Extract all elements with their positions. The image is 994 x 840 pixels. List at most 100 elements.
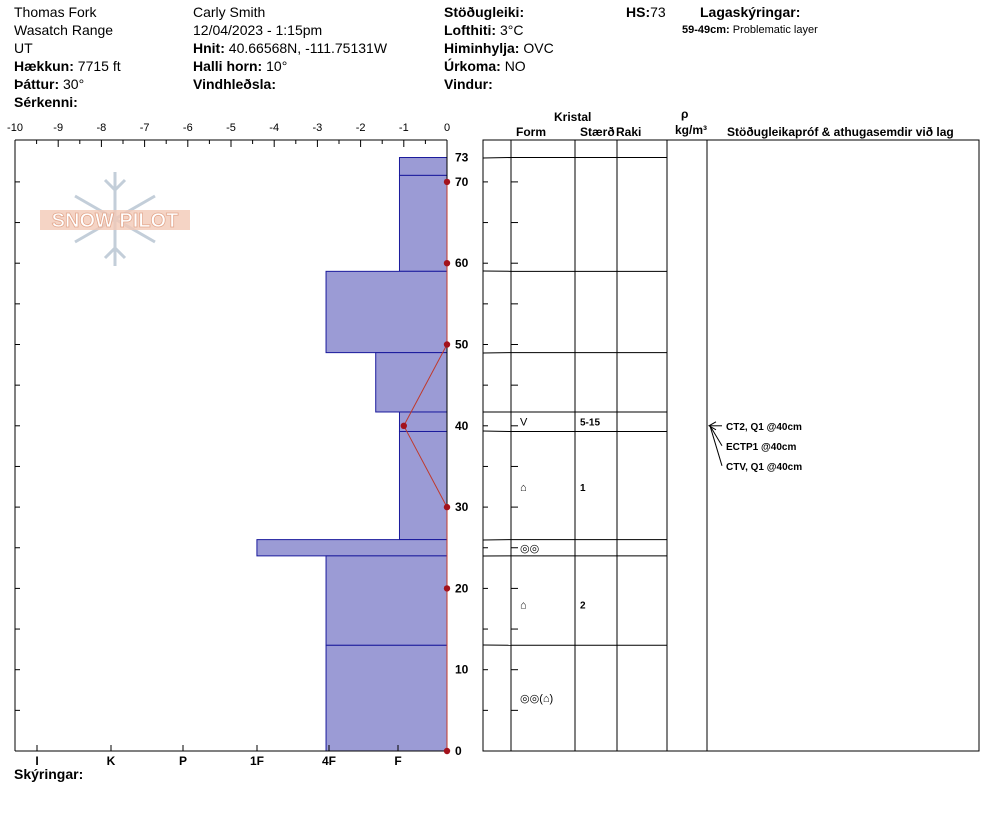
arrow-icon bbox=[707, 421, 717, 431]
elevation-value: 7715 ft bbox=[77, 58, 121, 74]
size-header: Stærð bbox=[580, 125, 615, 139]
mountain-range: Wasatch Range bbox=[14, 22, 114, 38]
test-pointer bbox=[709, 425, 723, 466]
test-pointer bbox=[709, 425, 723, 447]
depth-label: 50 bbox=[455, 338, 469, 352]
sky-label: Himinhylja: bbox=[444, 40, 520, 56]
aspect: Þáttur: 30° bbox=[14, 76, 84, 93]
temperature-point bbox=[443, 503, 451, 511]
hardness-bar bbox=[325, 644, 448, 752]
form-header: Form bbox=[516, 125, 546, 139]
temp-tick-label: -5 bbox=[226, 122, 236, 134]
temperature-point bbox=[400, 422, 407, 429]
density-symbol: ρ bbox=[681, 107, 689, 121]
temp-tick-label: -3 bbox=[313, 122, 323, 134]
stability-label: Stöðugleiki: bbox=[444, 4, 525, 20]
crystal-header: Kristal bbox=[554, 110, 592, 124]
temp-tick-label: -10 bbox=[7, 122, 23, 134]
stability-test: ECTP1 @40cm bbox=[726, 442, 796, 453]
layer-notes-label: Lagaskýringar: bbox=[700, 4, 801, 20]
hardness-bar bbox=[325, 270, 448, 354]
hardness-bar bbox=[398, 430, 448, 541]
hardness-label: P bbox=[179, 754, 187, 768]
hardness-bar bbox=[398, 174, 448, 272]
features-label: Sérkenni: bbox=[14, 94, 78, 110]
moisture-header: Raki bbox=[616, 125, 642, 139]
depth-label: 30 bbox=[455, 500, 469, 514]
hardness-label: K bbox=[107, 754, 116, 768]
wind-label: Vindur: bbox=[444, 76, 493, 92]
temp-tick-label: -4 bbox=[269, 122, 279, 134]
precipitation: Úrkoma: NO bbox=[444, 58, 526, 75]
airtemp-label: Lofthiti: bbox=[444, 22, 497, 38]
grain-size: 2 bbox=[580, 601, 586, 612]
layer-note: 59-49cm: Problematic layer bbox=[682, 24, 818, 37]
elevation: Hækkun: 7715 ft bbox=[14, 58, 121, 75]
wind-loading-label: Vindhleðsla: bbox=[193, 76, 276, 92]
temp-tick-label: -8 bbox=[97, 122, 107, 134]
airtemp-value: 3°C bbox=[499, 22, 524, 38]
hardness-label: 1F bbox=[250, 754, 264, 768]
sky-value: OVC bbox=[523, 40, 554, 56]
hardness-bar bbox=[375, 352, 448, 413]
grain-size: 1 bbox=[580, 483, 586, 494]
hardness-label: 4F bbox=[322, 754, 336, 768]
stability: Stöðugleiki: bbox=[444, 4, 524, 21]
precip-label: Úrkoma: bbox=[444, 58, 501, 74]
features: Sérkenni: bbox=[14, 94, 78, 111]
grain-size: 5-15 bbox=[580, 418, 600, 429]
hs-value: 73 bbox=[650, 4, 666, 20]
grain-form-icon: ⌂ bbox=[520, 482, 527, 494]
datetime: 12/04/2023 - 1:15pm bbox=[193, 22, 323, 38]
watermark-text: SNOW PILOT bbox=[52, 210, 179, 232]
temperature-point bbox=[443, 341, 451, 348]
grain-form-icon: ⌂ bbox=[520, 600, 527, 612]
slope-angle: Halli horn: 10° bbox=[193, 58, 287, 75]
temp-tick-label: 0 bbox=[444, 122, 450, 134]
stability-test: CTV, Q1 @40cm bbox=[726, 462, 802, 473]
hardness-bar bbox=[325, 555, 448, 646]
wind-loading: Vindhleðsla: bbox=[193, 76, 276, 93]
tests-header: Stöðugleikapróf & athugasemdir við lag bbox=[727, 125, 954, 139]
precip-value: NO bbox=[504, 58, 526, 74]
temperature-point bbox=[443, 260, 451, 267]
temp-tick-label: -6 bbox=[183, 122, 193, 134]
temp-tick-label: -9 bbox=[53, 122, 63, 134]
coords-label: Hnit: bbox=[193, 40, 225, 56]
depth-label: 10 bbox=[455, 663, 469, 677]
temp-tick-label: -7 bbox=[140, 122, 150, 134]
watermark-band bbox=[40, 210, 190, 230]
temperature-point bbox=[443, 747, 451, 755]
wind: Vindur: bbox=[444, 76, 493, 93]
density-unit: kg/m³ bbox=[675, 123, 708, 137]
stability-test: CT2, Q1 @40cm bbox=[726, 422, 802, 433]
observer: Carly Smith bbox=[193, 4, 266, 20]
air-temp: Lofthiti: 3°C bbox=[444, 22, 523, 39]
hardness-bar bbox=[398, 157, 448, 176]
hardness-bar bbox=[398, 411, 448, 432]
temp-tick-label: -1 bbox=[399, 122, 409, 134]
elevation-label: Hækkun: bbox=[14, 58, 74, 74]
slope-label: Halli horn: bbox=[193, 58, 263, 74]
sky-cover: Himinhylja: OVC bbox=[444, 40, 554, 57]
hardness-label: I bbox=[35, 754, 38, 768]
grain-form-icon: V bbox=[520, 417, 528, 429]
table-frame bbox=[482, 139, 980, 752]
notes-label: Skýringar: bbox=[14, 766, 84, 782]
hardness-label: F bbox=[394, 754, 401, 768]
location-name: Thomas Fork bbox=[14, 4, 97, 20]
layer-note-text: Problematic layer bbox=[732, 24, 818, 36]
slope-value: 10° bbox=[266, 58, 288, 74]
temp-tick-label: -2 bbox=[356, 122, 366, 134]
coords-value: 40.66568N, -111.75131W bbox=[228, 40, 388, 56]
depth-label: 60 bbox=[455, 256, 469, 270]
temperature-point bbox=[443, 585, 451, 592]
state: UT bbox=[14, 40, 33, 56]
depth-label: 70 bbox=[455, 175, 469, 189]
aspect-value: 30° bbox=[63, 76, 85, 92]
grain-form-icon: ◎◎ bbox=[520, 543, 539, 555]
depth-label: 20 bbox=[455, 581, 469, 595]
temperature-point bbox=[443, 178, 451, 186]
coordinates: Hnit: 40.66568N, -111.75131W bbox=[193, 40, 387, 57]
